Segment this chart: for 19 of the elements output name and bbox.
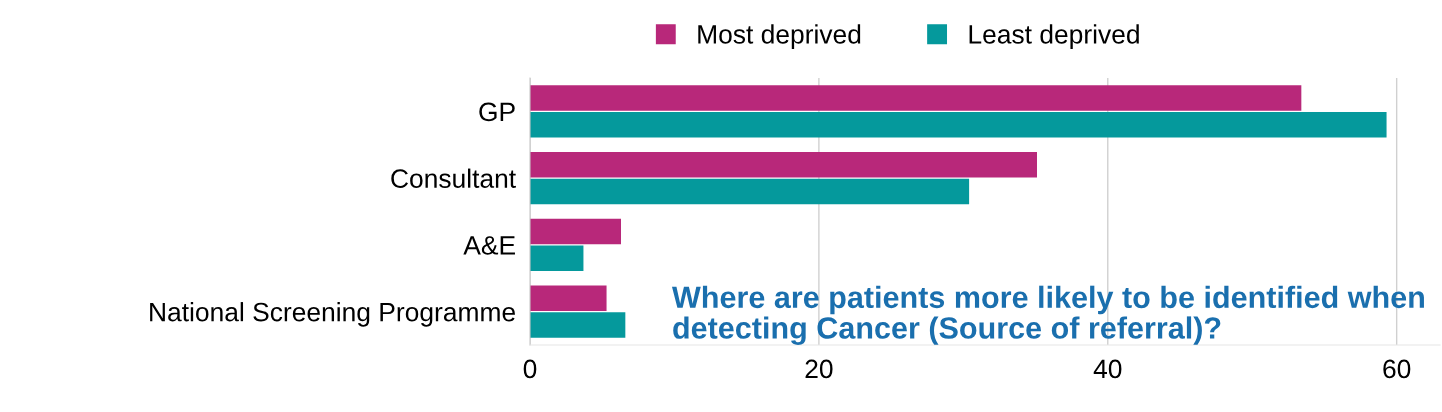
bar [530,312,626,338]
x-tick-label: 60 [1383,359,1411,379]
bar [530,178,970,205]
x-tick-label: 0 [523,359,537,379]
bar [530,85,1302,111]
x-tick-label: 20 [805,359,833,379]
y-tick-label: National Screening Programme [150,302,515,327]
text: Where are patients more likely to be identified when detecting Cancer (Source of referral)? [671,285,1424,345]
y-tick-label: Consultant [391,168,516,188]
bar [530,218,621,245]
bar [530,152,1037,178]
bar [530,112,1387,138]
bar [530,285,607,311]
bar [530,245,584,271]
x-tick-label: 40 [1093,359,1122,379]
y-tick-label: GP [479,102,515,122]
y-tick-label: A&E [463,236,515,255]
legend-label: Most deprived [698,24,861,49]
legend-label: Least deprived [969,24,1139,49]
